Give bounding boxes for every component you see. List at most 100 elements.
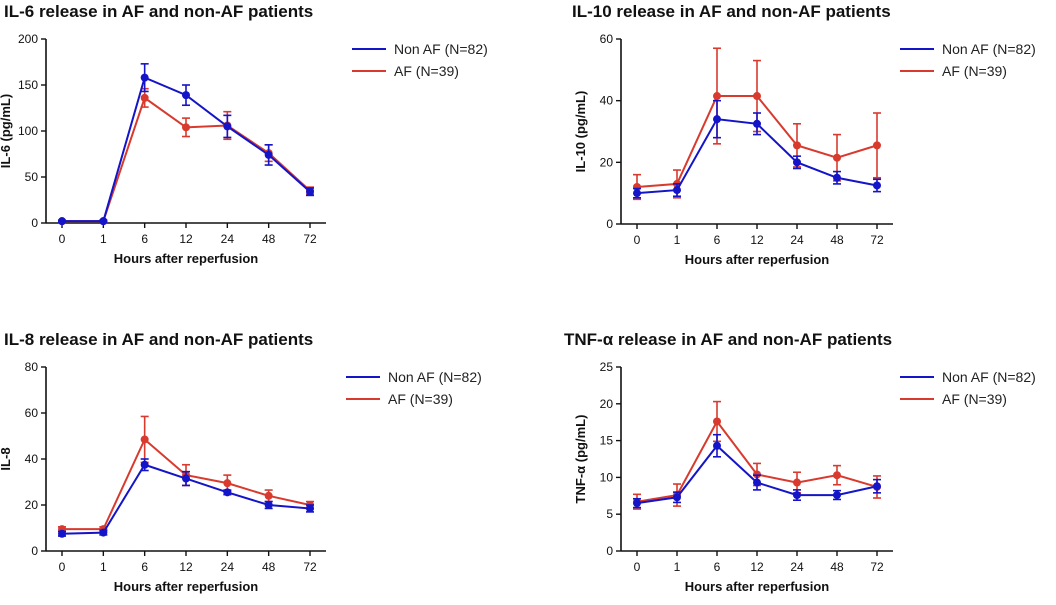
data-point — [873, 181, 881, 190]
x-axis-label: Hours after reperfusion — [114, 579, 259, 594]
legend-label-af: AF (N=39) — [394, 63, 459, 79]
y-axis-label: IL-8 — [0, 447, 13, 470]
y-tick-label: 100 — [18, 124, 38, 138]
legend: Non AF (N=82) AF (N=39) — [346, 369, 482, 407]
series-non_af — [633, 99, 881, 199]
x-tick-label: 48 — [830, 560, 844, 574]
y-tick-label: 0 — [606, 217, 613, 231]
chart-svg: IL-8 release in AF and non-AF patients 0 2… — [0, 330, 482, 594]
legend-label-non_af: Non AF (N=82) — [388, 369, 482, 385]
chart-title: IL-6 release in AF and non-AF patients — [4, 2, 313, 21]
data-point — [873, 482, 881, 491]
data-point — [753, 478, 761, 487]
data-point — [713, 441, 721, 450]
y-tick-label: 20 — [600, 155, 614, 169]
x-axis-label: Hours after reperfusion — [685, 252, 830, 267]
chart-svg: TNF-α release in AF and non-AF patients 0… — [564, 330, 1036, 594]
data-point — [713, 417, 721, 426]
chart-panel-il8: IL-8 release in AF and non-AF patients 0 2… — [0, 303, 528, 605]
x-axis-label: Hours after reperfusion — [114, 251, 259, 266]
data-point — [306, 187, 314, 196]
x-tick-label: 72 — [870, 560, 884, 574]
chart-panel-tnfa: TNF-α release in AF and non-AF patients 0… — [528, 303, 1056, 605]
x-tick-label: 24 — [790, 560, 804, 574]
data-point — [140, 460, 149, 469]
data-point — [873, 141, 881, 150]
x-tick-label: 12 — [750, 233, 764, 247]
data-point — [264, 501, 273, 509]
y-tick-label: 50 — [25, 170, 39, 184]
series-non_af — [58, 458, 314, 538]
data-point — [182, 91, 190, 100]
chart-svg: IL-6 release in AF and non-AF patients 0 5… — [0, 2, 488, 266]
x-tick-label: 48 — [262, 560, 276, 574]
data-point — [673, 493, 681, 502]
x-tick-label: 24 — [790, 233, 804, 247]
series-non_af — [633, 433, 881, 509]
data-point — [833, 491, 841, 500]
data-point — [753, 119, 761, 128]
x-tick-label: 12 — [750, 560, 764, 574]
y-tick-label: 0 — [606, 544, 613, 558]
data-point — [793, 478, 801, 487]
y-tick-label: 40 — [600, 94, 614, 108]
y-axis-label: TNF-α (pg/mL) — [573, 415, 588, 504]
data-point — [223, 488, 232, 497]
chart-panel-il10: IL-10 release in AF and non-AF patients 0… — [528, 0, 1056, 302]
y-tick-label: 60 — [600, 32, 614, 46]
y-tick-label: 20 — [600, 397, 614, 411]
x-tick-label: 1 — [100, 560, 107, 574]
legend: Non AF (N=82) AF (N=39) — [900, 369, 1036, 407]
chart-svg: IL-10 release in AF and non-AF patients 0… — [572, 2, 1036, 267]
y-tick-label: 5 — [606, 507, 613, 521]
data-point — [140, 73, 149, 82]
x-tick-label: 12 — [179, 560, 193, 574]
x-tick-label: 12 — [179, 232, 193, 246]
y-tick-label: 25 — [600, 360, 614, 374]
x-tick-label: 1 — [674, 233, 681, 247]
data-point — [793, 141, 801, 150]
y-tick-label: 150 — [18, 78, 38, 92]
data-point — [140, 93, 149, 102]
data-point — [264, 150, 273, 159]
x-tick-label: 0 — [634, 560, 641, 574]
data-point — [833, 153, 841, 162]
x-tick-label: 0 — [634, 233, 641, 247]
data-point — [673, 186, 681, 195]
data-point — [833, 173, 841, 182]
y-axis-label: IL-6 (pg/mL) — [0, 94, 13, 168]
data-point — [833, 471, 841, 480]
y-tick-label: 10 — [600, 470, 614, 484]
x-tick-label: 0 — [59, 560, 66, 574]
x-tick-label: 6 — [714, 560, 721, 574]
x-tick-label: 6 — [141, 232, 148, 246]
legend-label-non_af: Non AF (N=82) — [942, 369, 1036, 385]
data-point — [58, 217, 66, 226]
x-tick-label: 6 — [714, 233, 721, 247]
x-tick-label: 6 — [141, 560, 148, 574]
data-point — [633, 499, 641, 508]
x-tick-label: 0 — [59, 232, 66, 246]
x-axis-label: Hours after reperfusion — [685, 579, 830, 594]
data-point — [713, 115, 721, 124]
data-point — [264, 491, 273, 500]
y-tick-label: 0 — [31, 544, 38, 558]
data-point — [223, 479, 232, 488]
chart-panel-il6: IL-6 release in AF and non-AF patients 0 5… — [0, 0, 528, 302]
data-point — [140, 435, 149, 444]
data-point — [713, 92, 721, 101]
x-tick-label: 24 — [221, 560, 235, 574]
series-non_af — [58, 63, 314, 226]
chart-title: TNF-α release in AF and non-AF patients — [564, 330, 892, 349]
y-tick-label: 20 — [25, 498, 39, 512]
legend: Non AF (N=82) AF (N=39) — [352, 41, 488, 79]
data-point — [223, 122, 232, 131]
legend-label-af: AF (N=39) — [388, 391, 453, 407]
legend-label-non_af: Non AF (N=82) — [394, 41, 488, 57]
x-tick-label: 1 — [100, 232, 107, 246]
legend: Non AF (N=82) AF (N=39) — [900, 41, 1036, 79]
series-af — [58, 87, 314, 226]
x-tick-label: 72 — [870, 233, 884, 247]
x-tick-label: 72 — [303, 232, 317, 246]
y-axis-label: IL-10 (pg/mL) — [573, 91, 588, 173]
